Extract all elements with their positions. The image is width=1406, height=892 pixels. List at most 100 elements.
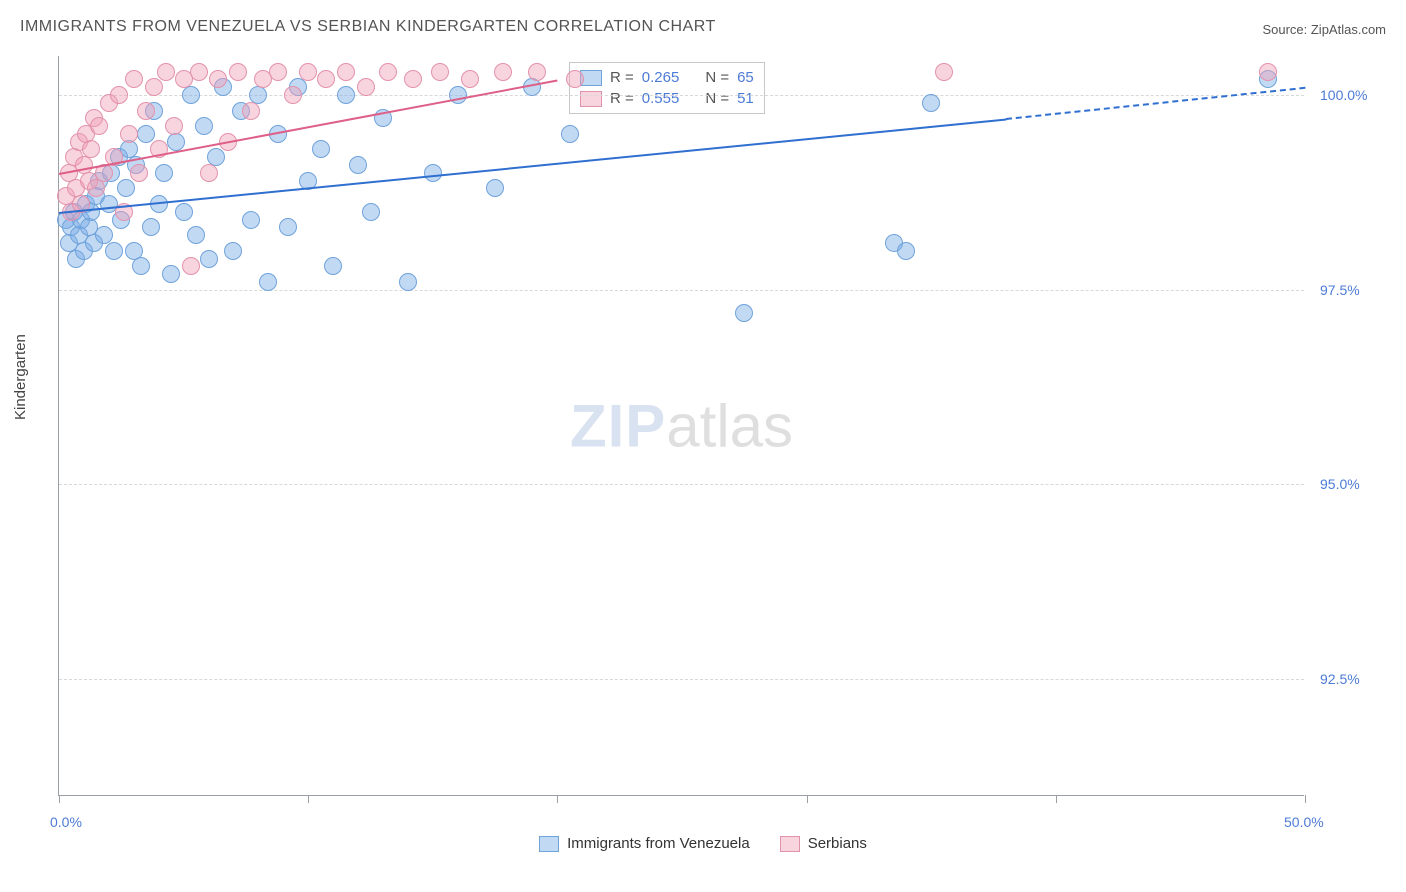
scatter-point [165, 117, 183, 135]
scatter-point [312, 140, 330, 158]
watermark: ZIPatlas [570, 391, 793, 460]
scatter-point [337, 63, 355, 81]
scatter-point [200, 250, 218, 268]
x-tick [1056, 795, 1057, 803]
scatter-point [182, 257, 200, 275]
chart-title: IMMIGRANTS FROM VENEZUELA VS SERBIAN KIN… [20, 18, 716, 36]
legend-swatch [780, 836, 800, 852]
scatter-point [399, 273, 417, 291]
x-tick [557, 795, 558, 803]
legend-swatch [580, 91, 602, 107]
scatter-point [324, 257, 342, 275]
scatter-point [561, 125, 579, 143]
scatter-point [528, 63, 546, 81]
scatter-point [486, 179, 504, 197]
scatter-point [105, 242, 123, 260]
scatter-plot-area: ZIPatlas R = 0.265 N = 65 R = 0.555 N = 51 [58, 56, 1304, 796]
y-tick-label: 97.5% [1320, 282, 1360, 298]
scatter-point [897, 242, 915, 260]
stats-r-label: R = [610, 90, 634, 107]
y-tick-label: 95.0% [1320, 476, 1360, 492]
y-tick-label: 100.0% [1320, 87, 1367, 103]
scatter-point [209, 70, 227, 88]
scatter-point [117, 179, 135, 197]
legend-label: Immigrants from Venezuela [567, 835, 750, 852]
scatter-point [132, 257, 150, 275]
source-label: Source: ZipAtlas.com [1262, 22, 1386, 37]
watermark-zip: ZIP [570, 392, 666, 459]
scatter-point [182, 86, 200, 104]
scatter-point [1259, 63, 1277, 81]
x-tick [807, 795, 808, 803]
stats-row: R = 0.555 N = 51 [580, 88, 754, 109]
stats-r-value: 0.555 [642, 90, 680, 107]
stats-r-label: R = [610, 69, 634, 86]
scatter-point [935, 63, 953, 81]
scatter-point [162, 265, 180, 283]
scatter-point [337, 86, 355, 104]
scatter-point [145, 78, 163, 96]
stats-n-value: 51 [737, 90, 754, 107]
gridline [59, 484, 1304, 485]
x-tick [59, 795, 60, 803]
scatter-point [90, 117, 108, 135]
scatter-point [494, 63, 512, 81]
stats-n-value: 65 [737, 69, 754, 86]
scatter-point [269, 63, 287, 81]
legend-swatch [539, 836, 559, 852]
gridline [59, 679, 1304, 680]
scatter-point [242, 211, 260, 229]
scatter-point [195, 117, 213, 135]
scatter-point [404, 70, 422, 88]
trend-line [1006, 87, 1305, 120]
scatter-point [82, 140, 100, 158]
scatter-point [317, 70, 335, 88]
scatter-point [242, 102, 260, 120]
scatter-point [200, 164, 218, 182]
stats-row: R = 0.265 N = 65 [580, 67, 754, 88]
x-tick-label: 50.0% [1284, 814, 1324, 830]
scatter-point [299, 63, 317, 81]
stats-n-label: N = [705, 90, 729, 107]
scatter-point [130, 164, 148, 182]
watermark-atlas: atlas [666, 392, 793, 459]
x-tick [308, 795, 309, 803]
correlation-stats-box: R = 0.265 N = 65 R = 0.555 N = 51 [569, 62, 765, 114]
scatter-point [735, 304, 753, 322]
stats-n-label: N = [705, 69, 729, 86]
scatter-point [157, 63, 175, 81]
scatter-point [142, 218, 160, 236]
scatter-point [187, 226, 205, 244]
y-axis-label: Kindergarten [12, 334, 29, 420]
scatter-point [922, 94, 940, 112]
scatter-point [284, 86, 302, 104]
scatter-point [279, 218, 297, 236]
scatter-point [190, 63, 208, 81]
legend-item: Serbians [780, 835, 867, 852]
gridline [59, 290, 1304, 291]
scatter-point [224, 242, 242, 260]
scatter-point [167, 133, 185, 151]
scatter-point [125, 70, 143, 88]
scatter-point [379, 63, 397, 81]
bottom-legend: Immigrants from Venezuela Serbians [0, 835, 1406, 852]
gridline [59, 95, 1304, 96]
scatter-point [424, 164, 442, 182]
scatter-point [175, 203, 193, 221]
scatter-point [431, 63, 449, 81]
scatter-point [110, 86, 128, 104]
scatter-point [362, 203, 380, 221]
scatter-point [566, 70, 584, 88]
legend-item: Immigrants from Venezuela [539, 835, 750, 852]
scatter-point [137, 102, 155, 120]
scatter-point [120, 125, 138, 143]
scatter-point [349, 156, 367, 174]
scatter-point [137, 125, 155, 143]
scatter-point [87, 179, 105, 197]
x-tick-label: 0.0% [50, 814, 82, 830]
legend-label: Serbians [808, 835, 867, 852]
y-tick-label: 92.5% [1320, 671, 1360, 687]
stats-r-value: 0.265 [642, 69, 680, 86]
x-tick [1305, 795, 1306, 803]
scatter-point [461, 70, 479, 88]
